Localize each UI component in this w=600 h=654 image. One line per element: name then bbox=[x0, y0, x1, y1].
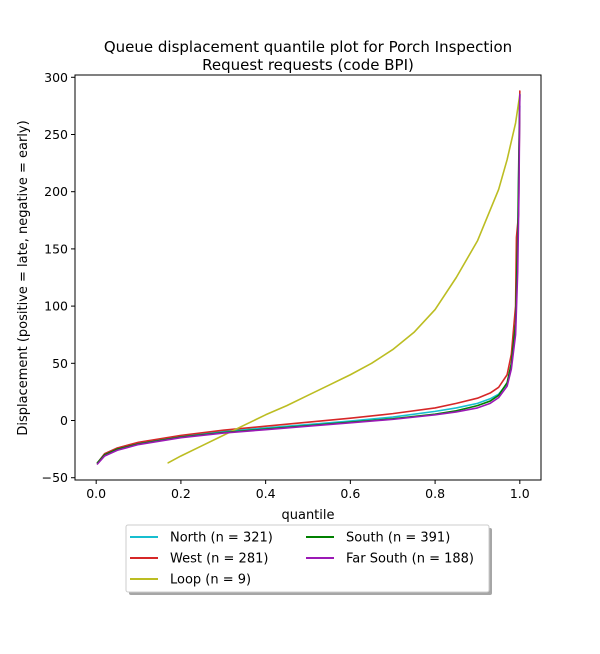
y-tick-label: 50 bbox=[52, 356, 68, 371]
x-tick-label: 0.0 bbox=[86, 486, 106, 501]
series-line-0 bbox=[96, 105, 521, 464]
x-tick-label: 1.0 bbox=[510, 486, 530, 501]
series-line-4 bbox=[96, 93, 521, 465]
series-line-2 bbox=[167, 93, 521, 464]
y-tick-label: 0 bbox=[60, 413, 68, 428]
legend-label-3: South (n = 391) bbox=[346, 531, 450, 546]
x-axis: 0.0 0.2 0.4 0.6 0.8 1.0 bbox=[86, 480, 530, 501]
x-tick-label: 0.6 bbox=[340, 486, 360, 501]
y-tick-label: 300 bbox=[44, 70, 68, 85]
legend-label-1: West (n = 281) bbox=[170, 552, 268, 567]
legend-label-4: Far South (n = 188) bbox=[346, 552, 474, 567]
y-tick-label: 100 bbox=[44, 299, 68, 314]
y-tick-label: 200 bbox=[44, 184, 68, 199]
legend: North (n = 321) West (n = 281) Loop (n = 9… bbox=[125, 524, 492, 595]
y-axis: −50 0 50 100 150 200 250 300 bbox=[42, 70, 75, 485]
x-tick-label: 0.8 bbox=[425, 486, 445, 501]
y-tick-label: 250 bbox=[44, 127, 68, 142]
legend-items: North (n = 321) West (n = 281) Loop (n = 9… bbox=[130, 531, 474, 588]
y-tick-label: −50 bbox=[42, 470, 68, 485]
series-line-1 bbox=[96, 90, 521, 464]
plot-frame bbox=[74, 74, 542, 481]
y-tick-label: 150 bbox=[44, 241, 68, 256]
plot-area bbox=[74, 74, 542, 481]
x-axis-label: quantile bbox=[281, 508, 334, 523]
series-lines bbox=[96, 90, 521, 465]
x-tick-label: 0.4 bbox=[256, 486, 276, 501]
legend-label-2: Loop (n = 9) bbox=[170, 573, 251, 588]
y-axis-label: Displacement (positive = late, negative … bbox=[16, 120, 31, 435]
chart-title: Queue displacement quantile plot for Por… bbox=[104, 38, 512, 56]
chart-title-line2: Request requests (code BPI) bbox=[202, 56, 414, 74]
x-tick-label: 0.2 bbox=[171, 486, 191, 501]
legend-label-0: North (n = 321) bbox=[170, 531, 273, 546]
